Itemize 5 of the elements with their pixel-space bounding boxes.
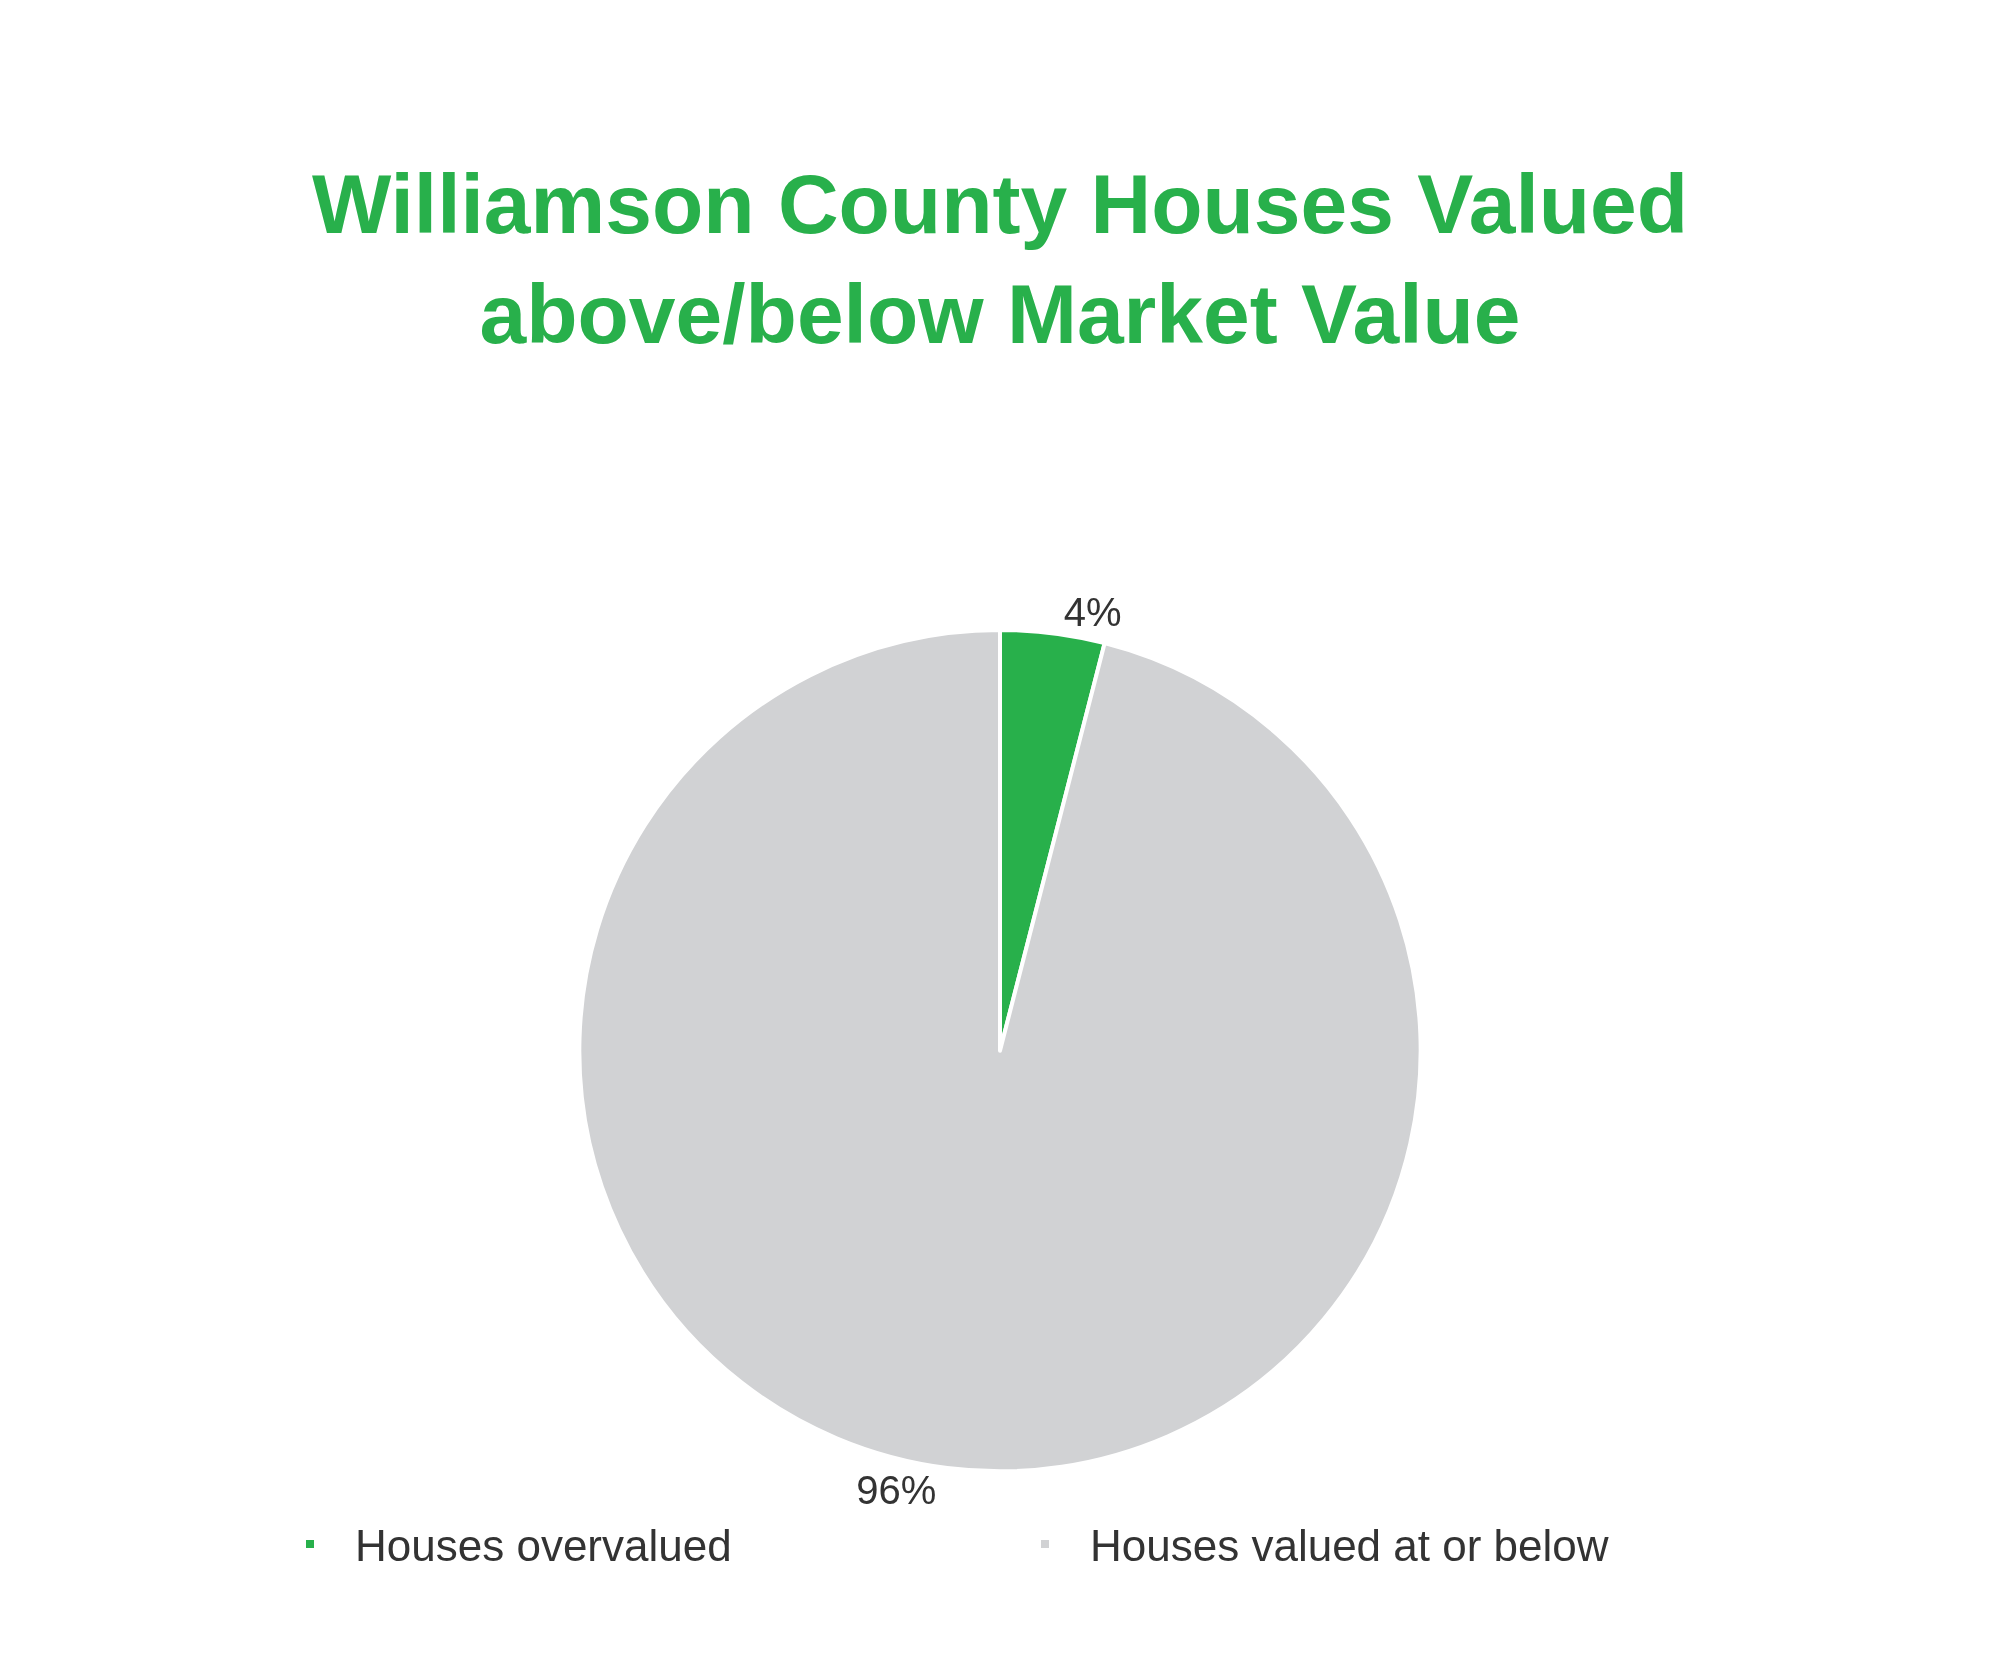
legend-label: Houses overvalued <box>355 1521 732 1571</box>
data-label: 4% <box>1063 589 1122 634</box>
legend-label: Houses valued at or below <box>1090 1521 1609 1571</box>
data-label: 96% <box>856 1467 937 1512</box>
chart-title: Williamson County Houses Valued above/below Market Value <box>311 157 1689 361</box>
